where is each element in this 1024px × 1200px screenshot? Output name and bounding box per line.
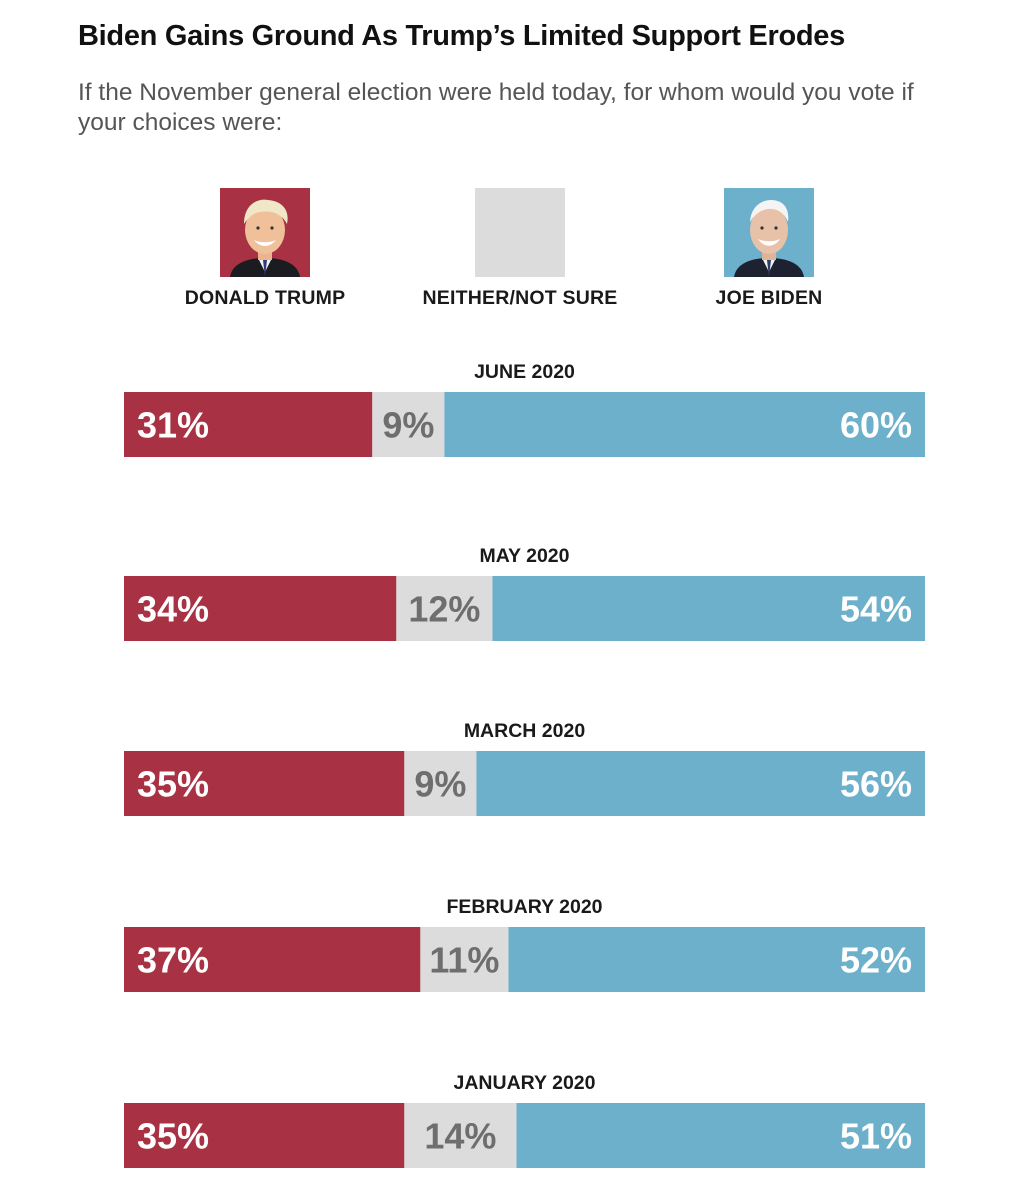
legend-item-neither: NEITHER/NOT SURE — [420, 188, 620, 310]
bar-neither-march-2020 — [404, 751, 477, 816]
data-label-trump-february-2020: 37% — [137, 940, 209, 981]
bar-trump-may-2020 — [124, 576, 397, 641]
bar-neither-february-2020 — [420, 927, 509, 992]
data-label-biden-february-2020: 52% — [840, 940, 912, 981]
bar-trump-january-2020 — [124, 1103, 405, 1168]
data-label-biden-june-2020: 60% — [840, 405, 912, 446]
donald-trump-portrait-icon — [220, 188, 310, 277]
data-label-neither-june-2020: 9% — [382, 405, 434, 446]
bar-biden-june-2020 — [444, 392, 925, 457]
bar-trump-february-2020 — [124, 927, 421, 992]
bar-biden-february-2020 — [508, 927, 925, 992]
legend-label-trump: DONALD TRUMP — [184, 287, 346, 309]
data-label-neither-january-2020: 14% — [424, 1116, 496, 1157]
legend-item-biden: JOE BIDEN — [669, 188, 869, 310]
data-label-trump-june-2020: 31% — [137, 405, 209, 446]
data-label-trump-january-2020: 35% — [137, 1116, 209, 1157]
joe-biden-portrait-icon — [724, 188, 814, 277]
neither-swatch — [475, 188, 565, 277]
period-label-may-2020: MAY 2020 — [480, 545, 570, 567]
bar-trump-march-2020 — [124, 751, 405, 816]
data-label-biden-january-2020: 51% — [840, 1116, 912, 1157]
bar-biden-may-2020 — [492, 576, 925, 641]
legend-item-trump: DONALD TRUMP — [165, 188, 365, 310]
data-label-biden-may-2020: 54% — [840, 589, 912, 630]
period-label-february-2020: FEBRUARY 2020 — [446, 896, 602, 918]
data-label-neither-march-2020: 9% — [414, 764, 466, 805]
chart-title: Biden Gains Ground As Trump’s Limited Su… — [78, 20, 845, 52]
legend-label-biden: JOE BIDEN — [715, 287, 823, 309]
data-label-biden-march-2020: 56% — [840, 764, 912, 805]
data-label-trump-may-2020: 34% — [137, 589, 209, 630]
data-label-neither-february-2020: 11% — [429, 940, 499, 981]
bar-neither-june-2020 — [372, 392, 445, 457]
data-label-neither-may-2020: 12% — [408, 589, 480, 630]
bar-neither-may-2020 — [396, 576, 493, 641]
period-label-january-2020: JANUARY 2020 — [454, 1072, 596, 1094]
period-label-june-2020: JUNE 2020 — [474, 361, 575, 383]
chart-subtitle: If the November general election were he… — [78, 79, 914, 136]
bar-neither-january-2020 — [404, 1103, 517, 1168]
period-label-march-2020: MARCH 2020 — [464, 720, 586, 742]
legend-label-neither: NEITHER/NOT SURE — [422, 287, 618, 309]
bar-biden-january-2020 — [516, 1103, 925, 1168]
bar-biden-march-2020 — [476, 751, 925, 816]
data-label-trump-march-2020: 35% — [137, 764, 209, 805]
bar-trump-june-2020 — [124, 392, 373, 457]
